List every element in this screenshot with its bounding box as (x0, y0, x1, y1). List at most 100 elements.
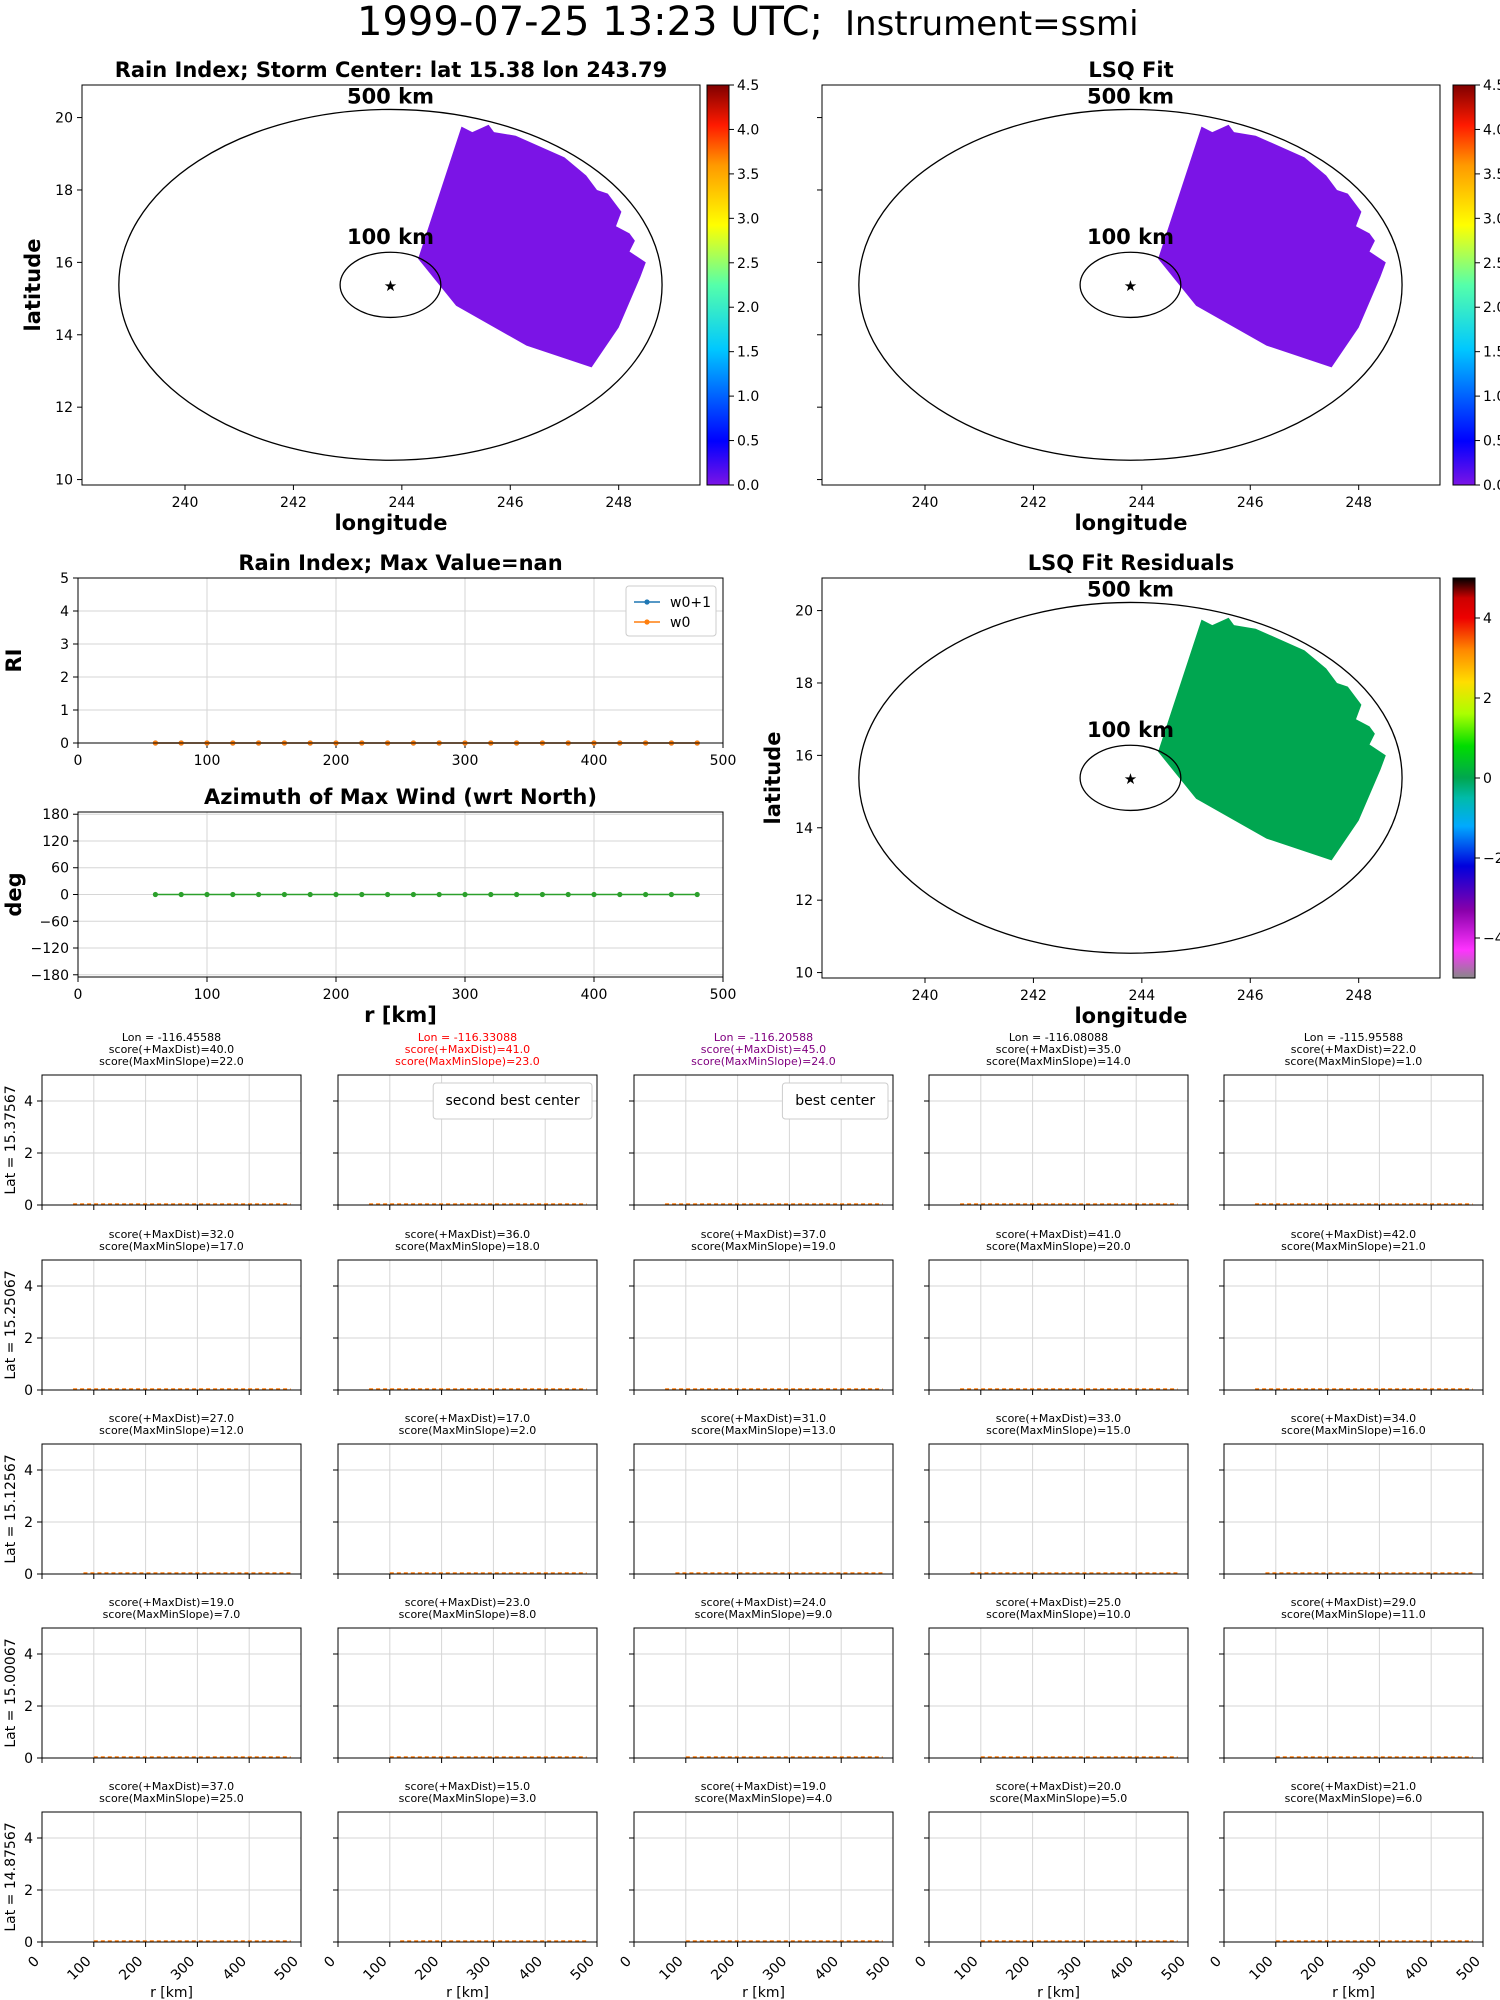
candidate-cell-frame (41, 1074, 302, 1206)
rain-index-map-colorbar-tick-label: 4.0 (737, 122, 759, 138)
azimuth-profile-point (152, 891, 158, 898)
rain-index-map-xtick-label: 244 (388, 495, 415, 511)
candidate-cell-frame (633, 1259, 894, 1391)
lsq-fit-map-frame (821, 84, 1441, 486)
candidate-cell-score-maxminslope: score(MaxMinSlope)=25.0 (99, 1792, 244, 1805)
rain-index-map-colorbar-tick-label: 1.0 (737, 389, 759, 405)
azimuth-profile-point (436, 891, 442, 898)
rain-index-profile-ytick-label: 4 (60, 604, 69, 620)
candidate-cell-score-maxminslope: score(MaxMinSlope)=10.0 (986, 1608, 1131, 1621)
candidate-cell-score-maxminslope: score(MaxMinSlope)=7.0 (103, 1608, 241, 1621)
candidate-cell-xtick-label: 200 (708, 1954, 738, 1984)
lsq-residuals-map-ytick-label: 16 (795, 748, 813, 764)
lsq-fit-map-label-100km: 100 km (1087, 225, 1174, 249)
candidate-cell-score-maxdist: score(+MaxDist)=33.0 (996, 1412, 1121, 1425)
rain-index-profile-ytick-label: 0 (60, 736, 69, 752)
candidate-cell-score-maxdist: score(+MaxDist)=36.0 (405, 1228, 530, 1241)
lsq-residuals-map-colorbar (1452, 577, 1476, 979)
candidate-cell-xtick-label: 300 (1055, 1954, 1085, 1984)
azimuth-profile-point (694, 891, 700, 898)
candidate-cell-xtick-label: 200 (412, 1954, 442, 1984)
lsq-residuals-map-title: LSQ Fit Residuals (1028, 551, 1235, 575)
candidate-cell-score-maxdist: score(+MaxDist)=22.0 (1291, 1043, 1416, 1056)
azimuth-profile-point (668, 891, 675, 898)
candidate-cell-score-maxdist: score(+MaxDist)=19.0 (109, 1596, 234, 1609)
candidate-cell-ytick-label: 4 (24, 1647, 33, 1663)
azimuth-profile-xtick-label: 0 (74, 987, 83, 1003)
rain-index-map-storm-center-marker: ★ (384, 277, 397, 295)
candidate-cell-xtick-label: 0 (1207, 1954, 1225, 1972)
candidate-cell-xtick-label: 300 (168, 1954, 198, 1984)
candidate-cell-frame (1223, 1074, 1484, 1206)
rain-index-map-ring-100km (339, 251, 442, 319)
candidate-cell-ytick-label: 2 (24, 1331, 33, 1347)
lsq-fit-map-colorbar-tick-label: 3.5 (1483, 167, 1500, 183)
rain-index-profile-xtick-label: 400 (581, 753, 608, 769)
candidate-cell-score-maxminslope: score(MaxMinSlope)=8.0 (399, 1608, 537, 1621)
azimuth-profile-point (539, 891, 546, 898)
candidate-cell-xtick-label: 100 (360, 1954, 390, 1984)
rain-index-map-ytick-label: 12 (55, 400, 73, 416)
rain-index-map-title: Rain Index; Storm Center: lat 15.38 lon … (115, 58, 668, 82)
rain-index-map-xtick-label: 242 (280, 495, 307, 511)
candidate-cell-ytick-label: 0 (24, 1935, 33, 1951)
candidate-cell-score-maxdist: score(+MaxDist)=40.0 (109, 1043, 234, 1056)
rain-index-map-swath (418, 124, 646, 368)
rain-index-map-colorbar (706, 84, 730, 486)
candidate-cell-xtick-label: 400 (516, 1954, 546, 1984)
candidate-cell-ytick-label: 2 (24, 1883, 33, 1899)
candidate-cell-ytick-label: 0 (24, 1751, 33, 1767)
candidate-cell-score-maxdist: score(+MaxDist)=45.0 (701, 1043, 826, 1056)
lsq-residuals-map-ring-500km (858, 601, 1403, 954)
lsq-residuals-map-xtick-label: 242 (1020, 988, 1047, 1004)
rain-index-map-xtick-label: 246 (497, 495, 524, 511)
candidate-cell-xtick-label: 100 (64, 1954, 94, 1984)
azimuth-profile-point (410, 891, 416, 898)
rain-index-map-label-100km: 100 km (347, 225, 434, 249)
azimuth-profile-ytick-label: −60 (39, 914, 69, 930)
rain-index-profile-ytick-label: 1 (60, 703, 69, 719)
rain-index-map-colorbar-tick-label: 0.0 (737, 478, 759, 494)
candidate-cell-score-maxdist: score(+MaxDist)=21.0 (1291, 1780, 1416, 1793)
azimuth-profile-ytick-label: −120 (31, 941, 69, 957)
candidate-cell-frame (633, 1627, 894, 1759)
azimuth-profile-point (178, 891, 184, 898)
lsq-fit-map-xtick-label: 242 (1020, 495, 1047, 511)
candidate-cell-lon-label: Lon = -115.95588 (1304, 1031, 1403, 1044)
candidate-cell-frame (633, 1443, 894, 1575)
lsq-residuals-map-xtick-label: 248 (1345, 988, 1372, 1004)
lsq-fit-map-ring-500km (858, 108, 1403, 461)
lsq-residuals-map-frame (821, 577, 1441, 979)
candidate-cell-score-maxminslope: score(MaxMinSlope)=21.0 (1281, 1240, 1426, 1253)
candidate-cell-xtick-label: 0 (912, 1954, 930, 1972)
rain-index-map-ytick-label: 10 (55, 473, 73, 489)
rain-index-profile-frame (77, 577, 724, 744)
lsq-fit-map-storm-center-marker: ★ (1124, 277, 1137, 295)
candidate-cell-score-maxdist: score(+MaxDist)=17.0 (405, 1412, 530, 1425)
candidate-cell-ytick-label: 0 (24, 1383, 33, 1399)
candidate-cell-score-maxdist: score(+MaxDist)=41.0 (996, 1228, 1121, 1241)
azimuth-profile-ylabel: deg (2, 872, 26, 916)
candidate-cell-xtick-label: 300 (464, 1954, 494, 1984)
lsq-fit-map-xtick-label: 240 (912, 495, 939, 511)
candidate-cell-score-maxminslope: score(MaxMinSlope)=15.0 (986, 1424, 1131, 1437)
candidate-cell-score-maxdist: score(+MaxDist)=29.0 (1291, 1596, 1416, 1609)
azimuth-profile-point (256, 891, 262, 898)
rain-index-map-xlabel: longitude (334, 511, 447, 535)
candidate-cell-ytick-label: 0 (24, 1567, 33, 1583)
candidate-cell-xtick-label: 100 (656, 1954, 686, 1984)
candidate-cell-score-maxdist: score(+MaxDist)=23.0 (405, 1596, 530, 1609)
candidate-cell-xtick-label: 400 (1107, 1954, 1137, 1984)
candidate-cell-frame (633, 1074, 894, 1206)
candidate-cell-lon-label: Lon = -116.33088 (418, 1031, 517, 1044)
rain-index-profile-xtick-label: 0 (74, 753, 83, 769)
candidate-cell-xlabel: r [km] (1332, 1985, 1375, 2000)
candidate-cell-score-maxminslope: score(MaxMinSlope)=5.0 (990, 1792, 1128, 1805)
candidate-cell-score-maxminslope: score(MaxMinSlope)=16.0 (1281, 1424, 1426, 1437)
candidate-cell-score-maxminslope: score(MaxMinSlope)=9.0 (695, 1608, 833, 1621)
candidate-cell-frame (928, 1259, 1189, 1391)
azimuth-profile-point (333, 891, 339, 898)
lsq-fit-map-colorbar-tick-label: 4.0 (1483, 122, 1500, 138)
rain-index-map-xtick-label: 248 (605, 495, 632, 511)
candidate-cell-score-maxminslope: score(MaxMinSlope)=3.0 (399, 1792, 537, 1805)
